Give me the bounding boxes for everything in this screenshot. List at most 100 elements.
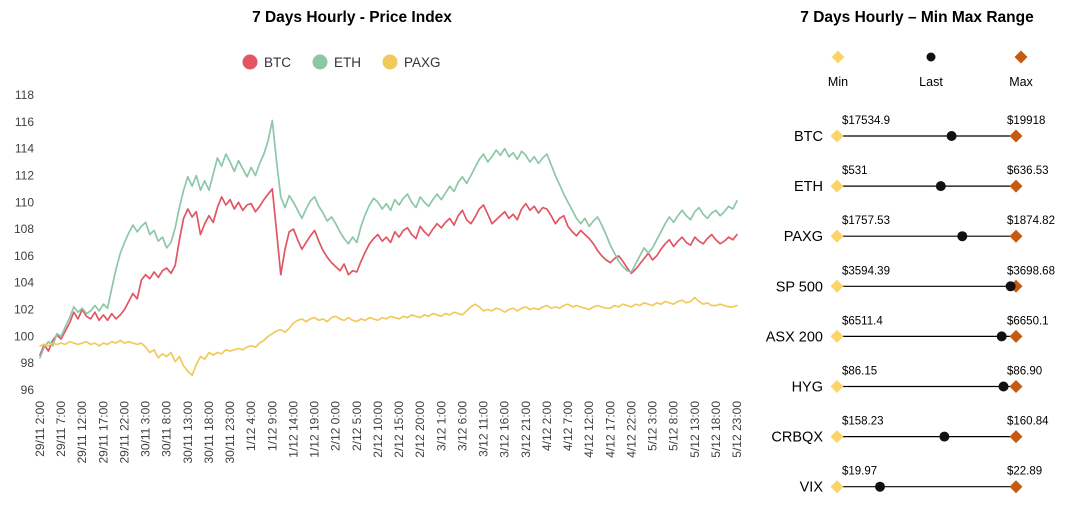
legend-min-diamond-icon [831,50,845,64]
max-diamond-icon [1009,430,1023,444]
min-diamond-icon [830,179,844,193]
x-axis-tick-label: 30/11 13:00 [181,401,195,464]
minmax-rows: BTC $17534.9 $19918 ETH $531 $636.53 PAXG $1757… [766,115,1055,496]
max-value-label: $636.53 [1007,165,1049,177]
min-value-label: $17534.9 [842,115,890,127]
x-axis-tick-label: 30/11 3:00 [139,401,153,457]
x-axis-tick-label: 29/11 2:00 [33,401,47,457]
range-row-label: SP 500 [776,279,823,295]
range-row-eth: ETH $531 $636.53 [794,165,1049,195]
max-value-label: $1874.82 [1007,215,1055,227]
x-axis-tick-label: 4/12 7:00 [561,401,575,451]
x-axis-tick-label: 4/12 2:00 [540,401,554,451]
x-axis-tick-label: 30/11 8:00 [160,401,174,457]
x-axis-tick-label: 2/12 15:00 [392,401,406,458]
price-index-plot: 96 98 100 102 104 106 108 110 112 114 116 118 29/11 … [14,88,744,464]
price-index-legend: BTC ETH PAXG [242,54,441,70]
price-index-title: 7 Days Hourly - Price Index [252,9,452,26]
last-dot-icon [946,131,957,141]
range-row-paxg: PAXG $1757.53 $1874.82 [784,215,1055,245]
min-value-label: $6511.4 [842,315,883,327]
min-diamond-icon [830,430,844,444]
x-axis-tick-label: 1/12 4:00 [244,401,258,451]
min-diamond-icon [830,279,844,293]
y-axis-tick-label: 96 [21,383,35,397]
price-index-svg: 7 Days Hourly - Price Index BTC ETH PAXG 9… [14,9,744,464]
min-value-label: $158.23 [842,416,884,428]
range-row-label: VIX [800,480,824,496]
max-diamond-icon [1009,229,1023,243]
series-line-btc [39,188,738,356]
max-value-label: $22.89 [1007,466,1042,478]
range-row-vix: VIX $19.97 $22.89 [800,466,1043,496]
y-axis-tick-label: 114 [15,142,34,156]
x-axis-tick-label: 2/12 10:00 [371,401,385,458]
last-dot-icon [1005,281,1016,292]
min-value-label: $531 [842,165,868,177]
y-axis-tick-label: 106 [14,249,34,263]
y-axis-tick-label: 110 [15,195,34,209]
last-dot-icon [996,331,1007,342]
y-axis-tick-label: 112 [15,169,34,183]
y-axis-tick-label: 116 [15,115,34,129]
x-axis-tick-label: 4/12 12:00 [582,401,596,458]
x-axis-tick-label: 30/11 23:00 [223,401,237,464]
max-value-label: $6650.1 [1007,315,1049,327]
y-axis-tick-label: 98 [21,356,35,370]
minmax-range-title: 7 Days Hourly – Min Max Range [800,9,1034,26]
range-row-asx-200: ASX 200 $6511.4 $6650.1 [766,315,1049,345]
range-row-label: ETH [794,179,823,195]
range-row-label: BTC [794,129,823,145]
min-diamond-icon [830,129,844,143]
x-axis-tick-label: 5/12 8:00 [667,401,681,451]
legend-label-btc: BTC [264,55,291,70]
legend-min-label: Min [828,75,848,89]
min-value-label: $19.97 [842,466,877,478]
min-diamond-icon [830,329,844,343]
x-axis-tick-label: 29/11 17:00 [96,401,110,464]
legend-swatch-btc-icon [242,54,258,70]
x-axis-tick-label: 30/11 18:00 [202,401,216,464]
x-axis-tick-label: 1/12 9:00 [265,401,279,451]
x-axis-tick-label: 3/12 21:00 [519,401,533,458]
max-diamond-icon [1009,329,1023,343]
range-row-hyg: HYG $86.15 $86.90 [792,366,1043,396]
legend-label-paxg: PAXG [404,55,441,70]
series-line-paxg [39,296,738,377]
x-axis-tick-label: 3/12 11:00 [477,401,491,457]
range-row-crbqx: CRBQX $158.23 $160.84 [771,416,1049,446]
x-axis-tick-label: 3/12 1:00 [434,401,448,451]
x-axis-tick-label: 3/12 6:00 [455,401,469,451]
min-value-label: $1757.53 [842,215,890,227]
x-axis-tick-label: 29/11 7:00 [54,401,68,457]
x-axis-tick-label: 1/12 14:00 [287,401,301,458]
x-axis-tick-label: 4/12 22:00 [624,401,638,458]
x-axis-tick-label: 2/12 20:00 [413,401,427,458]
x-axis-tick-label: 29/11 22:00 [118,401,132,464]
legend-max-diamond-icon [1014,50,1028,64]
x-axis-tick-label: 5/12 18:00 [709,401,723,458]
last-dot-icon [957,231,968,242]
last-dot-icon [939,431,950,442]
x-axis-tick-label: 2/12 0:00 [329,401,343,451]
x-axis-tick-label: 29/11 12:00 [75,401,89,464]
legend-label-eth: ETH [334,55,361,70]
legend-max-label: Max [1009,75,1033,89]
range-row-btc: BTC $17534.9 $19918 [794,115,1045,145]
min-diamond-icon [830,229,844,243]
last-dot-icon [875,481,885,492]
minmax-range-svg: 7 Days Hourly – Min Max Range Min Last Max… [766,9,1055,496]
x-axis-tick-label: 3/12 16:00 [498,401,512,458]
legend-swatch-paxg-icon [382,54,398,70]
max-diamond-icon [1009,480,1023,494]
range-row-label: HYG [792,380,823,396]
x-axis-tick-label: 1/12 19:00 [308,401,322,458]
x-axis-tick-label: 2/12 5:00 [350,401,364,451]
min-diamond-icon [830,480,844,494]
min-value-label: $86.15 [842,366,877,378]
series-line-eth [39,119,738,359]
range-row-label: CRBQX [771,430,823,446]
range-row-label: ASX 200 [766,329,823,345]
max-diamond-icon [1009,129,1023,143]
